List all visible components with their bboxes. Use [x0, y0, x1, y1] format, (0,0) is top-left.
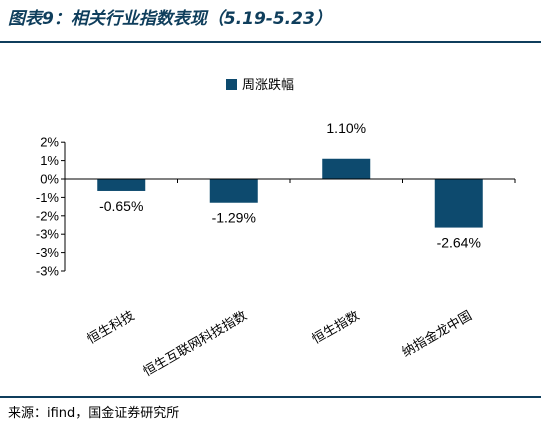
data-label: 1.10%	[326, 120, 366, 136]
source-note: 来源：ifind，国金证券研究所	[8, 406, 180, 421]
footer-divider	[0, 396, 541, 398]
bar	[434, 179, 483, 228]
data-labels: -0.65% -1.29% 1.10% -2.64%	[99, 120, 481, 251]
y-tick-label: -3%	[36, 227, 60, 242]
y-tick-label: -3%	[36, 245, 60, 260]
data-label: -1.29%	[212, 210, 256, 226]
y-tick-label: 0%	[40, 172, 59, 187]
category-label: 恒生互联网科技指数	[141, 308, 250, 379]
category-label: 纳指金龙中国	[399, 308, 475, 361]
title-divider	[0, 41, 541, 43]
legend-label: 周涨跌幅	[242, 77, 294, 93]
y-tick-label: -3%	[36, 264, 60, 279]
category-labels: 恒生科技 恒生互联网科技指数 恒生指数 纳指金龙中国	[85, 308, 475, 380]
y-tick-label: 1%	[40, 153, 59, 168]
bar	[97, 179, 146, 191]
bar-chart: 周涨跌幅 2% 1% 0% -1% -2% -3% -3% -3% -0.65% -1.29% 1…	[36, 77, 516, 380]
y-tick-label: -1%	[36, 190, 60, 205]
category-label: 恒生指数	[310, 308, 363, 347]
legend: 周涨跌幅	[226, 77, 294, 93]
y-tick-label: 2%	[40, 135, 59, 150]
data-label: -0.65%	[99, 198, 143, 214]
page-title: 图表9：相关行业指数表现（5.19-5.23）	[8, 9, 332, 29]
bar	[209, 179, 258, 203]
bar	[322, 158, 371, 179]
bars	[97, 158, 483, 228]
y-axis: 2% 1% 0% -1% -2% -3% -3% -3%	[36, 135, 66, 279]
legend-swatch	[226, 79, 237, 90]
x-axis	[64, 178, 516, 183]
data-label: -2.64%	[437, 235, 481, 251]
category-label: 恒生科技	[85, 308, 138, 347]
y-tick-label: -2%	[36, 208, 60, 223]
